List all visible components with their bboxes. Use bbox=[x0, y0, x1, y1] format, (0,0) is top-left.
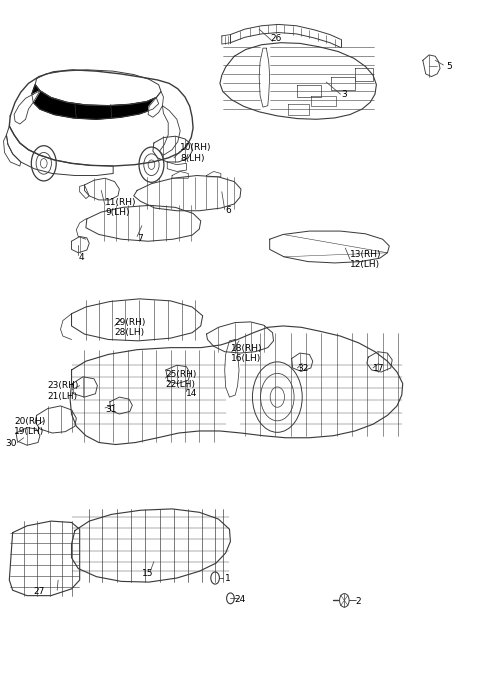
Text: 11(RH)
9(LH): 11(RH) 9(LH) bbox=[105, 198, 136, 217]
Text: 5: 5 bbox=[446, 62, 452, 71]
Polygon shape bbox=[148, 92, 163, 117]
Text: 30: 30 bbox=[5, 439, 17, 447]
Text: 2: 2 bbox=[356, 597, 361, 606]
Text: 7: 7 bbox=[137, 234, 143, 243]
Text: 6: 6 bbox=[226, 206, 231, 215]
Text: 18(RH)
16(LH): 18(RH) 16(LH) bbox=[231, 344, 263, 363]
Text: 10(RH)
8(LH): 10(RH) 8(LH) bbox=[180, 143, 212, 163]
Text: 26: 26 bbox=[270, 34, 282, 43]
Text: 27: 27 bbox=[33, 587, 45, 596]
Text: 23(RH)
21(LH): 23(RH) 21(LH) bbox=[48, 382, 79, 401]
Text: 13(RH)
12(LH): 13(RH) 12(LH) bbox=[350, 250, 382, 270]
Text: 15: 15 bbox=[142, 569, 154, 578]
Text: 17: 17 bbox=[373, 364, 384, 373]
Text: 4: 4 bbox=[78, 253, 84, 262]
Text: 32: 32 bbox=[298, 364, 309, 373]
Text: 14: 14 bbox=[186, 388, 198, 397]
Polygon shape bbox=[14, 91, 40, 124]
Text: 20(RH)
19(LH): 20(RH) 19(LH) bbox=[14, 416, 46, 436]
Text: 25(RH)
22(LH): 25(RH) 22(LH) bbox=[165, 370, 197, 389]
Text: 31: 31 bbox=[105, 405, 117, 414]
Text: 29(RH)
28(LH): 29(RH) 28(LH) bbox=[115, 318, 146, 337]
Polygon shape bbox=[32, 85, 158, 120]
Text: 1: 1 bbox=[225, 574, 230, 583]
Text: 3: 3 bbox=[341, 90, 347, 99]
Text: 24: 24 bbox=[234, 595, 245, 604]
